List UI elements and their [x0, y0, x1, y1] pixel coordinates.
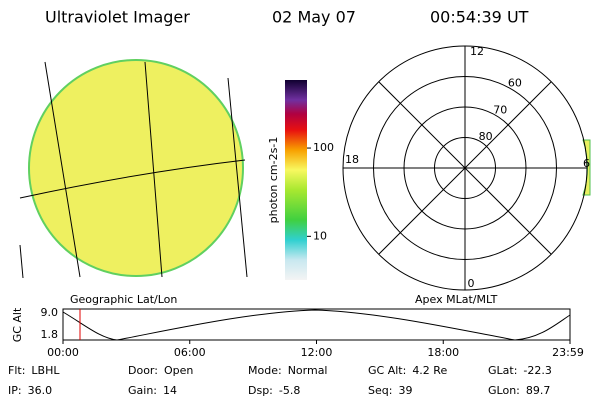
- y-label: GC Alt: [11, 307, 24, 342]
- latitude-label: 60: [508, 77, 522, 90]
- hour-label: 18: [345, 153, 359, 166]
- colorbar-label: photon cm-2s-1: [267, 137, 280, 224]
- info-label: Mode:: [248, 364, 282, 377]
- latitude-ring: [373, 76, 557, 260]
- x-tick-label: 18:00: [427, 346, 459, 359]
- info-value: LBHL: [31, 364, 60, 377]
- instrument: Ultraviolet Imager: [45, 8, 190, 27]
- info-value: Normal: [288, 364, 328, 377]
- hour-label: 6: [583, 157, 590, 170]
- time: 00:54:39 UT: [430, 8, 529, 27]
- latitude-ring: [403, 106, 527, 230]
- latitude-ring: [434, 137, 496, 199]
- x-tick-label: 00:00: [47, 346, 79, 359]
- colorbar: [285, 80, 307, 280]
- polar-plot: [342, 45, 591, 291]
- info-label: Flt:: [8, 364, 25, 377]
- hour-label: 12: [470, 45, 484, 58]
- info-value: 36.0: [28, 384, 53, 397]
- info-label: Gain:: [128, 384, 157, 397]
- altitude-curve: [62, 309, 571, 341]
- info-value: 14: [163, 384, 177, 397]
- earth-image: [19, 59, 248, 279]
- x-tick-label: 23:59: [552, 346, 584, 359]
- info-value: 4.2 Re: [412, 364, 447, 377]
- latitude-label: 80: [479, 130, 493, 143]
- x-tick-label: 12:00: [301, 346, 333, 359]
- info-value: -5.8: [279, 384, 300, 397]
- info-label: GC Alt:: [368, 364, 406, 377]
- right-title: Apex MLat/MLT: [415, 293, 498, 306]
- colorbar-tick-label: 10: [313, 229, 327, 242]
- info-label: Dsp:: [248, 384, 273, 397]
- info-label: Seq:: [368, 384, 392, 397]
- hour-label: 0: [468, 277, 475, 290]
- latitude-label: 70: [493, 103, 507, 116]
- info-value: -22.3: [523, 364, 551, 377]
- info-value: 39: [398, 384, 412, 397]
- info-value: 89.7: [526, 384, 551, 397]
- info-value: Open: [164, 364, 193, 377]
- y-tick-label: 1.8: [41, 328, 59, 341]
- y-tick-label: 9.0: [41, 306, 59, 319]
- info-label: GLat:: [488, 364, 517, 377]
- colorbar-tick-label: 100: [313, 141, 334, 154]
- info-label: Door:: [128, 364, 158, 377]
- info-label: IP:: [8, 384, 22, 397]
- info-label: GLon:: [488, 384, 520, 397]
- left-title: Geographic Lat/Lon: [70, 293, 177, 306]
- x-tick-label: 06:00: [174, 346, 206, 359]
- date: 02 May 07: [272, 8, 356, 27]
